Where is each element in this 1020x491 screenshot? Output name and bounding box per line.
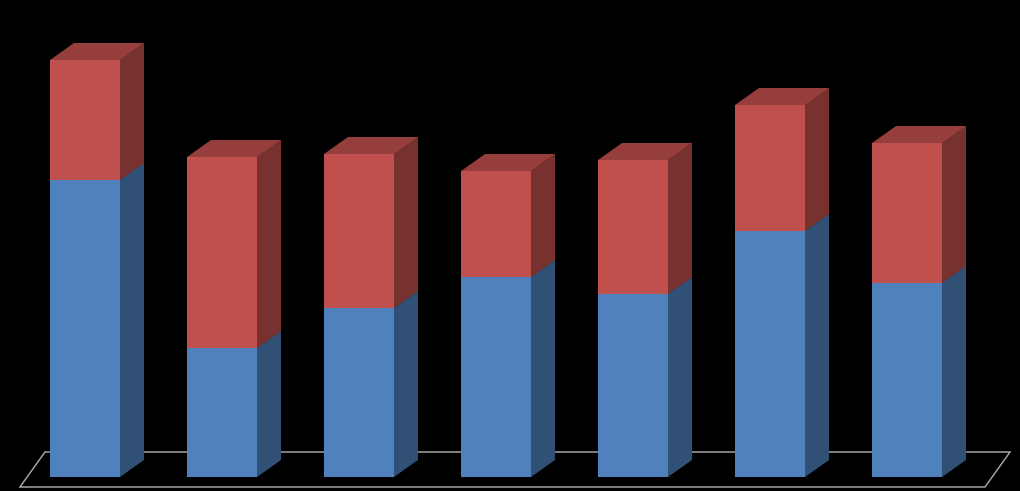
bar-side xyxy=(668,143,692,294)
bar xyxy=(461,171,531,277)
bar-side xyxy=(257,331,281,477)
bar xyxy=(324,308,394,477)
bar xyxy=(735,231,805,477)
bar xyxy=(50,60,120,180)
bar-top xyxy=(598,143,692,160)
bar xyxy=(735,105,805,231)
bar-side xyxy=(531,154,555,277)
bar-side xyxy=(531,260,555,477)
bar xyxy=(598,294,668,477)
bar-top xyxy=(50,43,144,60)
bar-side xyxy=(257,140,281,348)
bar-side xyxy=(805,214,829,477)
bar-side xyxy=(942,126,966,283)
bar xyxy=(50,180,120,477)
bar xyxy=(187,157,257,348)
bar-side xyxy=(805,88,829,231)
bar-side xyxy=(942,266,966,477)
bar-side xyxy=(668,277,692,477)
bar-side xyxy=(394,291,418,477)
bar-side xyxy=(120,43,144,180)
bar-top xyxy=(872,126,966,143)
bar-top xyxy=(187,140,281,157)
bar xyxy=(872,143,942,283)
bar xyxy=(324,154,394,308)
bar xyxy=(461,277,531,477)
bar-top xyxy=(735,88,829,105)
bar xyxy=(187,348,257,477)
bar-top xyxy=(324,137,418,154)
bar-side xyxy=(120,163,144,477)
bar-top xyxy=(461,154,555,171)
bar-side xyxy=(394,137,418,308)
floor xyxy=(18,451,1012,488)
bar xyxy=(872,283,942,477)
bar xyxy=(598,160,668,294)
